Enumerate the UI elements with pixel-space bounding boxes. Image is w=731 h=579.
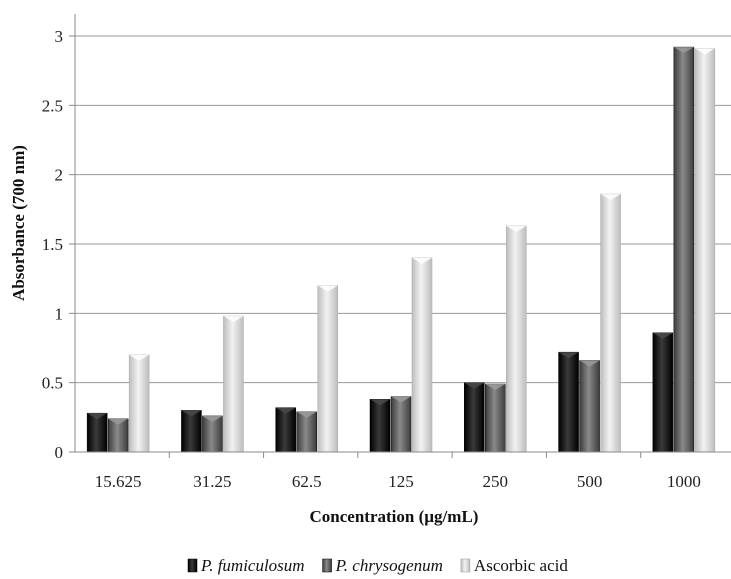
bar-p-chrysogenum [390, 396, 412, 453]
bar-cap [317, 285, 338, 292]
bar-p-chrysogenum [296, 411, 317, 453]
x-tick-label: 62.5 [292, 472, 322, 491]
x-tick-label: 1000 [667, 472, 701, 491]
bar-cap [370, 399, 390, 406]
bar-cap [464, 382, 485, 389]
bar-p-fumiculosum [652, 332, 674, 453]
bar-cap [558, 352, 579, 359]
bar-p-fumiculosum [181, 410, 202, 453]
bar-ascorbic-acid [411, 257, 433, 453]
bar-ascorbic-acid [317, 285, 338, 453]
x-tick-label: 31.25 [193, 472, 231, 491]
y-tick-label: 3 [55, 27, 64, 46]
bar-cap [202, 415, 223, 422]
bar-cap [391, 396, 411, 403]
y-axis-title: Absorbance (700 nm) [9, 145, 28, 301]
bar-cap [181, 410, 202, 417]
y-tick-label: 0 [55, 443, 64, 462]
axes [69, 14, 731, 458]
y-tick-label: 2 [55, 166, 64, 185]
bar-cap [296, 411, 317, 418]
x-tick-label: 15.625 [95, 472, 142, 491]
bar-ascorbic-acid [694, 48, 716, 453]
bar-cap [87, 413, 108, 420]
bar-p-fumiculosum [558, 351, 579, 453]
tick-labels: 0 0.5 1 1.5 2 2.5 3 15.625 31.25 62.5 125 250 500 100… [42, 27, 701, 491]
bar-ascorbic-acid [600, 193, 621, 453]
bar-cap [652, 332, 673, 339]
y-tick-label: 1.5 [42, 235, 63, 254]
x-tick-label: 250 [483, 472, 509, 491]
bar-cap [129, 354, 150, 361]
x-axis-title: Concentration (µg/mL) [310, 507, 479, 526]
bar-p-chrysogenum [485, 383, 506, 453]
y-tick-label: 2.5 [42, 96, 63, 115]
legend-swatch-p-chrysogenum [322, 558, 332, 573]
bar-cap [579, 360, 600, 367]
legend: P. fumiculosum P. chrysogenum Ascorbic aci… [187, 556, 568, 575]
bar-ascorbic-acid [128, 354, 150, 453]
x-tick-label: 125 [388, 472, 414, 491]
x-tick-label: 500 [577, 472, 603, 491]
bar-cap [275, 407, 296, 414]
y-tick-label: 1 [55, 304, 64, 323]
legend-label-ascorbic-acid: Ascorbic acid [474, 556, 568, 575]
legend-label-p-fumiculosum: P. fumiculosum [200, 556, 305, 575]
bar-ascorbic-acid [223, 315, 244, 453]
legend-label-p-chrysogenum: P. chrysogenum [335, 556, 443, 575]
bar-cap [694, 48, 715, 55]
bar-cap [506, 225, 527, 232]
y-tick-label: 0.5 [42, 374, 63, 393]
gridlines [75, 35, 731, 384]
bar-ascorbic-acid [506, 225, 527, 453]
bar-cap [485, 384, 506, 391]
bar-cap [673, 47, 694, 54]
bar-cap [412, 257, 432, 264]
bar-p-fumiculosum [275, 407, 296, 453]
bar-cap [223, 316, 244, 323]
bar-cap [600, 194, 621, 201]
legend-swatch-p-fumiculosum [187, 558, 198, 573]
bar-cap [108, 418, 129, 425]
bar-p-fumiculosum [369, 399, 391, 453]
bars [86, 46, 716, 453]
bar-p-fumiculosum [464, 382, 485, 453]
bar-p-chrysogenum [579, 360, 600, 453]
legend-swatch-ascorbic-acid [460, 558, 471, 573]
bar-p-chrysogenum [673, 46, 695, 453]
